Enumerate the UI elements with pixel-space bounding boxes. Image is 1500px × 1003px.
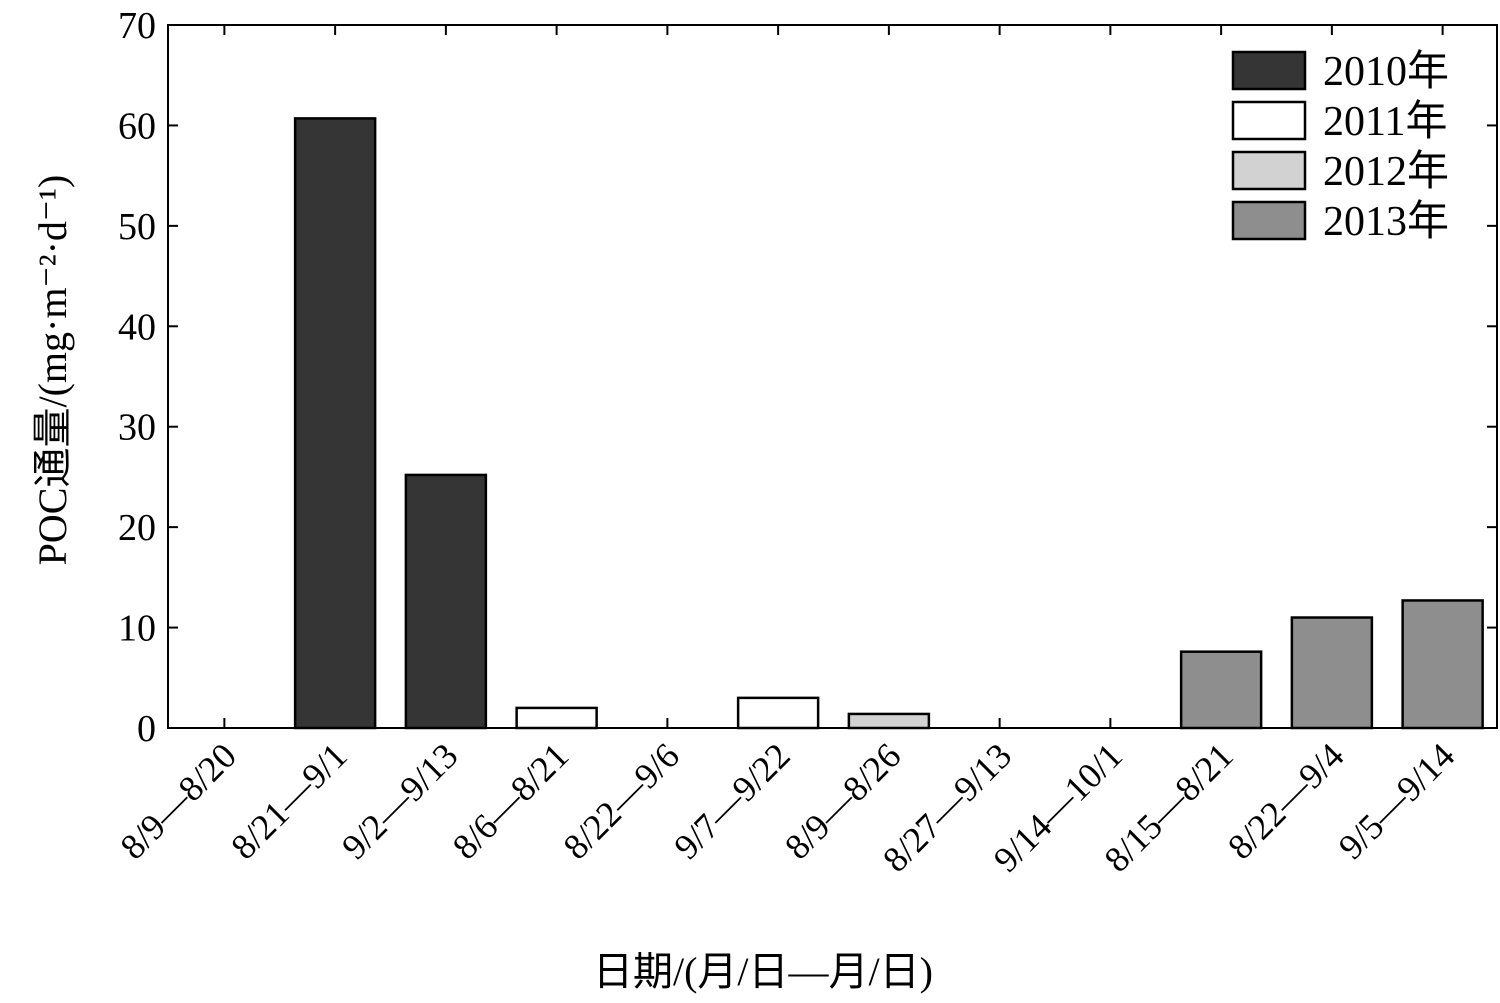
legend-label: 2012年 — [1323, 148, 1449, 195]
legend-label: 2010年 — [1323, 48, 1449, 95]
y-tick-label: 10 — [118, 608, 156, 650]
y-axis-title: POC通量/(mg·m⁻²·d⁻¹) — [30, 175, 75, 566]
bar-2010年-9/2—9/13 — [404, 473, 488, 730]
bar-2010年-8/21—9/1 — [293, 117, 377, 730]
x-tick-label: 9/5—9/14 — [1331, 735, 1463, 867]
legend-label: 2011年 — [1323, 98, 1447, 145]
y-tick-label: 70 — [118, 5, 156, 47]
legend-swatch — [1231, 200, 1307, 241]
bar-2011年-9/7—9/22 — [736, 696, 820, 730]
x-tick-label: 8/22—9/6 — [555, 735, 687, 867]
x-axis-title: 日期/(月/日—月/日) — [593, 949, 933, 994]
bar-2013年-9/5—9/14 — [1401, 599, 1484, 730]
bar-2011年-8/6—8/21 — [515, 706, 598, 730]
x-tick-label: 8/21—9/1 — [223, 735, 355, 867]
legend-label: 2013年 — [1323, 198, 1449, 245]
x-tick-label: 8/6—8/21 — [445, 735, 577, 867]
y-tick-label: 40 — [118, 306, 156, 348]
y-tick-label: 30 — [118, 407, 156, 449]
plot-area — [167, 24, 1498, 729]
legend-swatch — [1231, 50, 1307, 91]
y-axis: 0 10 20 30 40 50 60 70 — [118, 5, 1497, 750]
y-tick-label: 50 — [118, 206, 156, 248]
legend-swatch — [1231, 100, 1307, 141]
bar-2013年-8/15—8/21 — [1179, 650, 1263, 730]
x-tick-label: 8/9—8/20 — [112, 735, 244, 867]
plot-frame — [167, 24, 1498, 729]
bar-2013年-8/22—9/4 — [1290, 616, 1374, 730]
legend-swatch — [1231, 150, 1307, 191]
x-tick-label: 9/2—9/13 — [334, 735, 466, 867]
x-tick-label: 9/7—9/22 — [666, 735, 798, 867]
y-tick-label: 20 — [118, 507, 156, 549]
y-tick-label: 60 — [118, 105, 156, 147]
y-tick-label: 0 — [137, 708, 156, 750]
bars — [293, 117, 1484, 730]
x-tick-label: 8/22—9/4 — [1220, 735, 1352, 867]
bar-2012年-8/9—8/26 — [847, 712, 931, 730]
